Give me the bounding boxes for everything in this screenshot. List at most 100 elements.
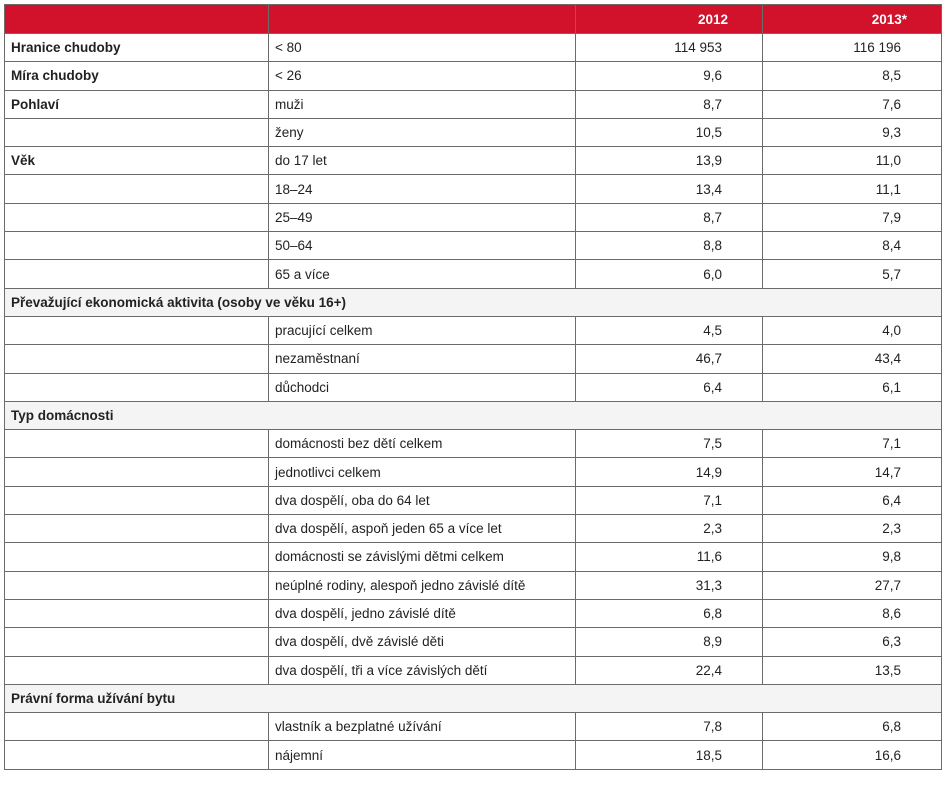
value-2013-cell: 6,3 (762, 627, 942, 657)
value-2013-cell: 9,3 (762, 117, 942, 148)
header-empty-2 (268, 4, 576, 34)
value-2013-cell: 4,0 (762, 315, 942, 346)
row-category-label (4, 117, 269, 148)
row-subcategory-label: 25–49 (268, 202, 576, 233)
value-2013-cell: 6,8 (762, 712, 942, 742)
row-subcategory-label: 65 a více (268, 259, 576, 289)
table-row: nezaměstnaní 46,7 43,4 (4, 344, 942, 374)
header-empty-1 (4, 4, 269, 34)
table-row: vlastník a bezplatné užívání 7,8 6,8 (4, 712, 942, 742)
value-2013-cell: 8,5 (762, 61, 942, 91)
row-category-label: Věk (4, 146, 269, 176)
row-subcategory-label: domácnosti se závislými dětmi celkem (268, 542, 576, 572)
value-2012-cell: 46,7 (575, 344, 763, 374)
value-2012-cell: 6,0 (575, 259, 763, 289)
value-2013-cell: 116 196 (762, 32, 942, 63)
table-row: Věk do 17 let 13,9 11,0 (4, 146, 942, 176)
row-subcategory-label: domácnosti bez dětí celkem (268, 429, 576, 459)
value-2013-cell: 9,8 (762, 542, 942, 572)
value-2013-cell: 13,5 (762, 655, 942, 685)
section-row: Právní forma užívání bytu (4, 683, 942, 714)
table-row: jednotlivci celkem 14,9 14,7 (4, 457, 942, 487)
value-2013-cell: 7,6 (762, 89, 942, 119)
value-2012-cell: 7,8 (575, 712, 763, 742)
row-subcategory-label: < 80 (268, 32, 576, 63)
row-subcategory-label: dva dospělí, dvě závislé děti (268, 627, 576, 657)
value-2012-cell: 4,5 (575, 315, 763, 346)
value-2012-cell: 10,5 (575, 117, 763, 148)
value-2012-cell: 13,9 (575, 146, 763, 176)
row-subcategory-label: dva dospělí, jedno závislé dítě (268, 598, 576, 629)
value-2012-cell: 8,9 (575, 627, 763, 657)
table-row: 50–64 8,8 8,4 (4, 231, 942, 261)
table-row: dva dospělí, aspoň jeden 65 a více let 2,… (4, 514, 942, 544)
row-subcategory-label: muži (268, 89, 576, 119)
row-category-label (4, 740, 269, 770)
row-category-label (4, 598, 269, 629)
value-2012-cell: 6,8 (575, 598, 763, 629)
section-row: Typ domácnosti (4, 400, 942, 431)
table-row: důchodci 6,4 6,1 (4, 372, 942, 402)
table-row: domácnosti se závislými dětmi celkem 11,6… (4, 542, 942, 572)
value-2012-cell: 7,1 (575, 485, 763, 516)
value-2013-cell: 5,7 (762, 259, 942, 289)
table-row: nájemní 18,5 16,6 (4, 740, 942, 770)
row-subcategory-label: < 26 (268, 61, 576, 91)
row-subcategory-label: dva dospělí, aspoň jeden 65 a více let (268, 514, 576, 544)
row-subcategory-label: nezaměstnaní (268, 344, 576, 374)
table-body: Hranice chudoby < 80 114 953 116 196 Míra ch… (4, 32, 942, 770)
row-category-label (4, 514, 269, 544)
value-2012-cell: 11,6 (575, 542, 763, 572)
row-category-label (4, 315, 269, 346)
row-subcategory-label: 18–24 (268, 174, 576, 204)
table-row: dva dospělí, dvě závislé děti 8,9 6,3 (4, 627, 942, 657)
value-2012-cell: 8,7 (575, 89, 763, 119)
value-2012-cell: 7,5 (575, 429, 763, 459)
row-category-label (4, 231, 269, 261)
section-title: Převažující ekonomická aktivita (osoby v… (4, 287, 942, 317)
value-2012-cell: 114 953 (575, 32, 763, 63)
row-category-label (4, 372, 269, 402)
table-header-row: 2012 2013* (4, 4, 942, 34)
section-title: Typ domácnosti (4, 400, 942, 431)
row-category-label (4, 259, 269, 289)
table-row: ženy 10,5 9,3 (4, 117, 942, 148)
value-2012-cell: 31,3 (575, 570, 763, 600)
row-subcategory-label: důchodci (268, 372, 576, 402)
header-2012: 2012 (575, 4, 763, 34)
value-2013-cell: 8,4 (762, 231, 942, 261)
table-row: 18–24 13,4 11,1 (4, 174, 942, 204)
section-row: Převažující ekonomická aktivita (osoby v… (4, 287, 942, 317)
value-2013-cell: 7,1 (762, 429, 942, 459)
row-subcategory-label: dva dospělí, tři a více závislých dětí (268, 655, 576, 685)
value-2012-cell: 14,9 (575, 457, 763, 487)
row-category-label (4, 712, 269, 742)
row-category-label (4, 627, 269, 657)
table-row: dva dospělí, tři a více závislých dětí 22… (4, 655, 942, 685)
poverty-statistics-table: 2012 2013* Hranice chudoby < 80 114 953 116… (4, 4, 942, 770)
table-row: Pohlaví muži 8,7 7,6 (4, 89, 942, 119)
row-category-label (4, 542, 269, 572)
row-subcategory-label: vlastník a bezplatné užívání (268, 712, 576, 742)
table-row: neúplné rodiny, alespoň jedno závislé dí… (4, 570, 942, 600)
row-category-label: Pohlaví (4, 89, 269, 119)
value-2013-cell: 6,4 (762, 485, 942, 516)
row-subcategory-label: 50–64 (268, 231, 576, 261)
row-category-label (4, 344, 269, 374)
table-row: domácnosti bez dětí celkem 7,5 7,1 (4, 429, 942, 459)
value-2013-cell: 6,1 (762, 372, 942, 402)
table-row: pracující celkem 4,5 4,0 (4, 315, 942, 346)
row-subcategory-label: pracující celkem (268, 315, 576, 346)
row-category-label: Hranice chudoby (4, 32, 269, 63)
row-category-label (4, 485, 269, 516)
value-2013-cell: 43,4 (762, 344, 942, 374)
row-category-label (4, 655, 269, 685)
row-subcategory-label: dva dospělí, oba do 64 let (268, 485, 576, 516)
value-2012-cell: 18,5 (575, 740, 763, 770)
value-2012-cell: 6,4 (575, 372, 763, 402)
value-2013-cell: 7,9 (762, 202, 942, 233)
section-title: Právní forma užívání bytu (4, 683, 942, 714)
value-2013-cell: 11,0 (762, 146, 942, 176)
table-row: Míra chudoby < 26 9,6 8,5 (4, 61, 942, 91)
row-category-label (4, 174, 269, 204)
